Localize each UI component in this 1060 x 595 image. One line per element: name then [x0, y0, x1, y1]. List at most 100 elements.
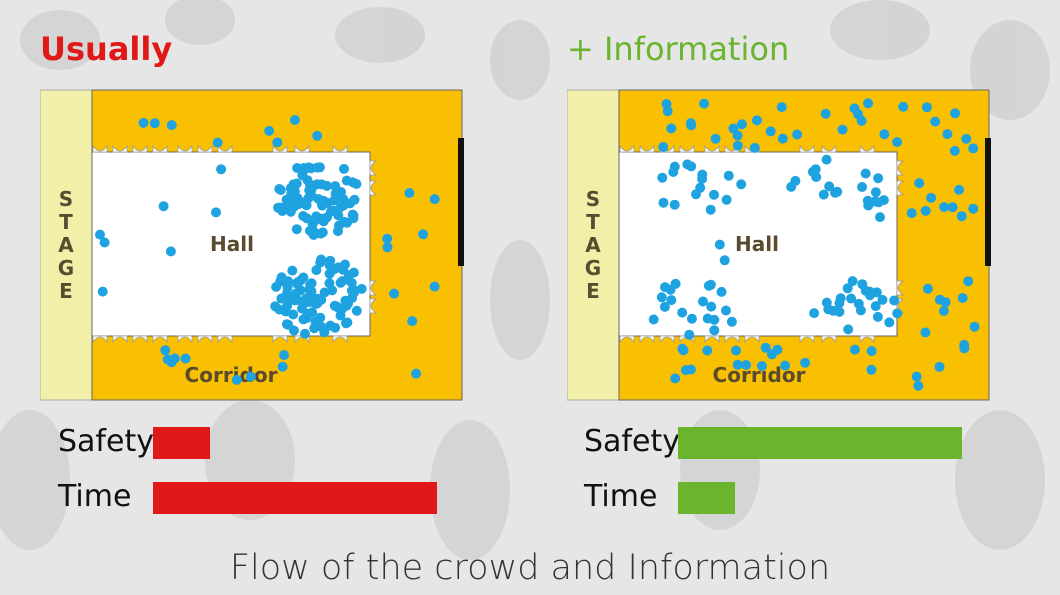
- person-dot: [669, 161, 680, 172]
- person-dot: [670, 373, 681, 384]
- person-dot: [289, 201, 299, 212]
- person-dot: [709, 325, 720, 336]
- person-dot: [911, 371, 922, 382]
- door-icon: [639, 144, 655, 153]
- person-dot: [863, 200, 874, 211]
- person-dot: [961, 133, 972, 144]
- door-icon: [132, 144, 148, 153]
- panel-title-usually: Usually: [40, 30, 173, 68]
- person-dot: [731, 345, 741, 356]
- metric-label-safety: Safety: [58, 424, 154, 459]
- person-dot: [757, 361, 767, 371]
- metric-bar-safety: [153, 427, 437, 459]
- person-dot: [705, 204, 716, 215]
- door-icon: [177, 144, 193, 153]
- person-dot: [956, 211, 967, 222]
- door-icon: [332, 335, 348, 344]
- person-dot: [873, 197, 884, 208]
- door-icon: [619, 335, 635, 344]
- person-dot: [920, 327, 931, 338]
- person-dot: [947, 202, 958, 213]
- person-dot: [824, 181, 835, 192]
- exit-door: [458, 138, 464, 266]
- person-dot: [327, 285, 338, 296]
- person-dot: [317, 227, 328, 238]
- door-icon: [744, 335, 760, 344]
- person-dot: [926, 192, 937, 203]
- person-dot: [963, 276, 974, 287]
- person-dot: [906, 208, 917, 219]
- person-dot: [884, 317, 895, 328]
- person-dot: [736, 179, 747, 190]
- person-dot: [752, 115, 762, 126]
- person-dot: [316, 321, 327, 332]
- person-dot: [212, 137, 223, 148]
- person-dot: [913, 380, 924, 391]
- person-dot: [749, 142, 760, 153]
- person-dot: [821, 297, 832, 308]
- person-dot: [726, 316, 737, 327]
- person-dot: [277, 361, 288, 372]
- person-dot: [245, 371, 256, 382]
- person-dot: [661, 99, 672, 109]
- person-dot: [934, 361, 945, 372]
- person-dot: [216, 164, 227, 175]
- door-icon: [679, 144, 695, 153]
- person-dot: [863, 98, 874, 109]
- door-icon: [821, 335, 837, 344]
- person-dot: [351, 305, 362, 316]
- person-dot: [274, 184, 285, 194]
- person-dot: [709, 189, 719, 200]
- person-dot: [295, 285, 306, 296]
- person-dot: [721, 194, 732, 205]
- person-dot: [273, 202, 284, 213]
- person-dot: [691, 189, 701, 200]
- person-dot: [780, 360, 791, 371]
- person-dot: [382, 233, 393, 244]
- person-dot: [329, 264, 340, 275]
- person-dot: [870, 187, 881, 198]
- door-icon: [197, 144, 213, 153]
- person-dot: [938, 306, 949, 316]
- person-dot: [341, 175, 352, 186]
- person-dot: [719, 255, 730, 266]
- person-dot: [648, 314, 659, 325]
- person-dot: [310, 215, 321, 226]
- person-dot: [313, 194, 324, 204]
- person-dot: [283, 276, 293, 287]
- metric-fill-safety: [153, 427, 210, 459]
- exit-door: [985, 138, 991, 266]
- person-dot: [297, 170, 308, 181]
- person-dot: [322, 197, 333, 208]
- person-dot: [856, 115, 867, 126]
- door-icon: [272, 335, 288, 344]
- person-dot: [166, 357, 177, 368]
- person-dot: [149, 118, 160, 129]
- person-dot: [732, 359, 743, 370]
- person-dot: [180, 353, 191, 364]
- hall-doors: [92, 144, 378, 344]
- person-dot: [306, 286, 317, 297]
- person-dot: [940, 297, 951, 308]
- person-dot: [404, 188, 415, 198]
- person-dot: [411, 368, 422, 379]
- door-icon: [112, 335, 128, 344]
- person-dot: [336, 201, 346, 212]
- door-icon: [132, 335, 148, 344]
- person-dot: [166, 120, 177, 131]
- person-dot: [736, 119, 747, 130]
- person-dot: [877, 294, 888, 305]
- person-dot: [875, 212, 885, 223]
- person-dot: [716, 286, 727, 297]
- person-dot: [828, 305, 839, 316]
- door-icon: [799, 335, 815, 344]
- person-dot: [702, 345, 713, 356]
- person-dot: [286, 188, 297, 199]
- person-dot: [330, 322, 341, 333]
- person-dot: [853, 298, 864, 309]
- person-dot: [849, 103, 860, 114]
- person-dot: [969, 321, 980, 332]
- person-dot: [879, 129, 890, 140]
